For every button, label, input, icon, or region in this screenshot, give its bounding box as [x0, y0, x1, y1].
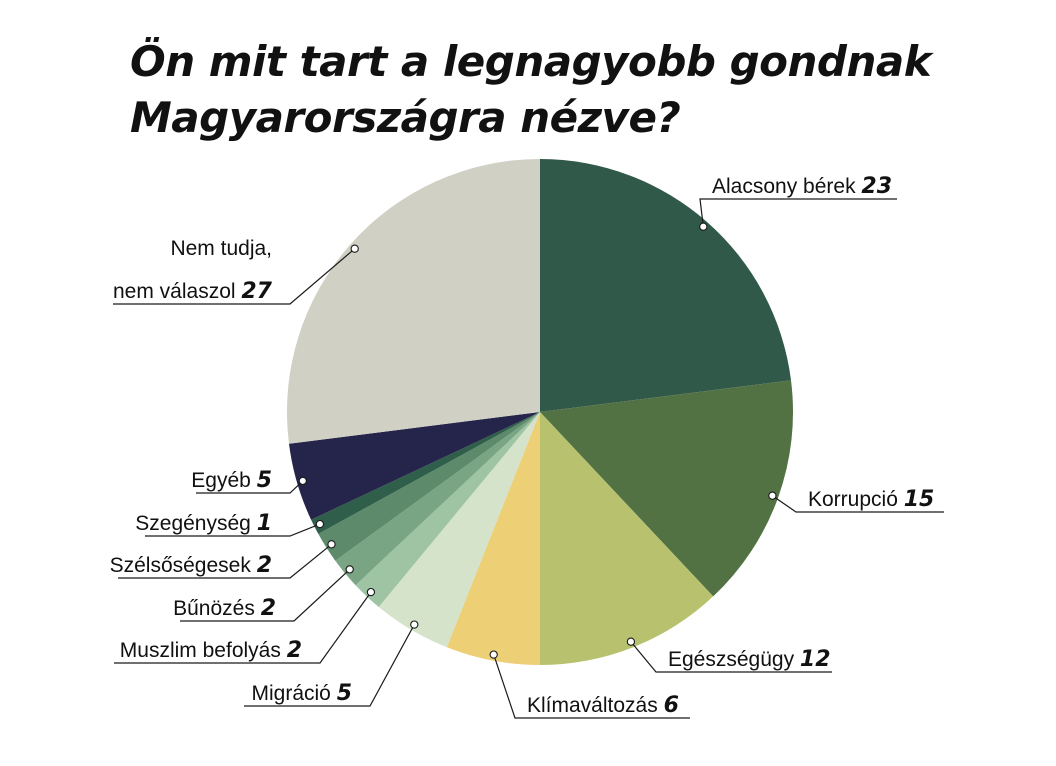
slice-label-muszlim-befolyas: Muszlim befolyás 2 — [120, 638, 302, 663]
slice-value-label: 23 — [861, 174, 892, 199]
slice-label-klimavaltozas: Klímaváltozás 6 — [527, 693, 679, 718]
leader-line-bunozes — [180, 568, 351, 622]
slice-label-bunozes: Bűnözés 2 — [173, 596, 276, 621]
slice-label-text: Bűnözés 2 — [173, 596, 276, 621]
slice-value-label: 2 — [257, 553, 272, 578]
leader-line-szegenyseg — [145, 523, 321, 537]
slice-label-text: nem válaszol 27 — [113, 279, 273, 304]
slice-label-name: nem válaszol — [113, 280, 241, 303]
slice-label-text: Muszlim befolyás 2 — [120, 638, 302, 663]
slice-value-label: 15 — [904, 487, 935, 512]
leader-dot-bunozes — [345, 565, 354, 574]
slice-label-name: Szélsőségesek — [110, 554, 257, 577]
leader-line-egeszsegugy — [630, 641, 832, 673]
slice-label-name: Bűnözés — [173, 597, 261, 620]
pie-slice-szelsosegesek — [318, 412, 540, 561]
leader-line-szelsosegesek — [118, 543, 332, 579]
leader-line-korrupcio — [772, 495, 944, 513]
leader-dot-szegenyseg — [315, 519, 325, 529]
slice-value-label: 2 — [287, 638, 302, 663]
leader-dot-egyeb — [298, 476, 307, 486]
slice-label-name: Szegénység — [135, 512, 256, 535]
slice-label-text: Klímaváltozás 6 — [527, 693, 679, 718]
slice-label-szelsosegesek: Szélsőségesek 2 — [110, 553, 272, 578]
slice-value-label: 5 — [257, 468, 272, 493]
pie-slice-muszlim-befolyas — [355, 412, 540, 607]
leader-line-migracio — [244, 624, 415, 707]
pie-slices — [286, 158, 794, 665]
pie-slice-szegenyseg — [311, 412, 540, 534]
slice-label-nem-tudja-nem-valaszol: Nem tudja, nem válaszol 27 — [113, 237, 273, 304]
leader-dot-alacsony-berek — [699, 222, 708, 231]
pie-slice-egeszsegugy — [540, 412, 714, 665]
slice-value-label: 5 — [337, 681, 352, 706]
slice-label-alacsony-berek: Alacsony bérek 23 — [712, 174, 892, 199]
slice-label-name: Klímaváltozás — [527, 694, 664, 717]
pie-slice-migracio — [378, 412, 540, 648]
slice-label-text: Egészségügy 12 — [668, 647, 831, 672]
leader-line-klimavaltozas — [493, 654, 690, 719]
leader-line-egyeb — [196, 480, 304, 494]
leader-dot-korrupcio — [768, 491, 777, 500]
slice-label-egyeb: Egyéb 5 — [191, 468, 272, 493]
slice-value-label: 12 — [800, 647, 831, 672]
leader-dot-migracio — [410, 620, 419, 629]
slice-label-szegenyseg: Szegénység 1 — [135, 511, 272, 536]
leader-dot-nem-tudja-nem-valaszol — [350, 244, 359, 253]
slice-label-text: Migráció 5 — [251, 681, 352, 706]
pie-slice-alacsony-berek — [540, 159, 792, 412]
slice-value-label: 1 — [257, 511, 272, 536]
leader-dot-egeszsegugy — [626, 637, 636, 646]
leader-line-alacsony-berek — [699, 198, 897, 227]
slice-label-text: Alacsony bérek 23 — [712, 174, 892, 199]
slice-value-label: 2 — [261, 596, 276, 621]
pie-slice-nem-tudja-nem-valaszol — [286, 158, 540, 444]
pie-slice-egyeb — [288, 412, 540, 520]
leader-dot-szelsosegesek — [327, 540, 336, 549]
chart-title: Ön mit tart a legnagyobb gondnak Magyaro… — [130, 34, 1010, 146]
slice-value-label: 6 — [664, 693, 679, 718]
slice-value-label: 27 — [241, 279, 272, 304]
slice-label-line-1: Nem tudja, — [170, 237, 272, 260]
pie-slice-bunozes — [335, 412, 540, 586]
slice-label-korrupcio: Korrupció 15 — [808, 487, 934, 512]
slice-label-text: Szélsőségesek 2 — [110, 553, 272, 578]
slice-label-text: Szegénység 1 — [135, 511, 272, 536]
chart-title-line-1: Ön mit tart a legnagyobb gondnak — [130, 37, 932, 86]
leader-line-muszlim-befolyas — [114, 591, 372, 664]
leader-dot-muszlim-befolyas — [366, 587, 376, 597]
slice-label-name: Muszlim befolyás — [120, 639, 287, 662]
slice-label-name: Egyéb — [191, 469, 256, 492]
leader-dot-klimavaltozas — [489, 650, 498, 659]
slice-label-migracio: Migráció 5 — [251, 681, 352, 706]
pie-slice-korrupcio — [540, 380, 794, 597]
slice-label-text: Egyéb 5 — [191, 468, 272, 493]
slice-label-name: Egészségügy — [668, 648, 800, 671]
slice-label-name: Alacsony bérek — [712, 175, 861, 198]
leader-line-nem-tudja-nem-valaszol — [113, 248, 356, 305]
slice-label-name: Migráció — [251, 682, 336, 705]
slice-label-text: Korrupció 15 — [808, 487, 934, 512]
pie-slice-klimavaltozas — [446, 412, 540, 665]
slice-label-name: Korrupció — [808, 488, 904, 511]
label-leader-lines — [113, 198, 944, 719]
slice-label-egeszsegugy: Egészségügy 12 — [668, 647, 831, 672]
chart-title-line-2: Magyarországra nézve? — [130, 93, 681, 142]
